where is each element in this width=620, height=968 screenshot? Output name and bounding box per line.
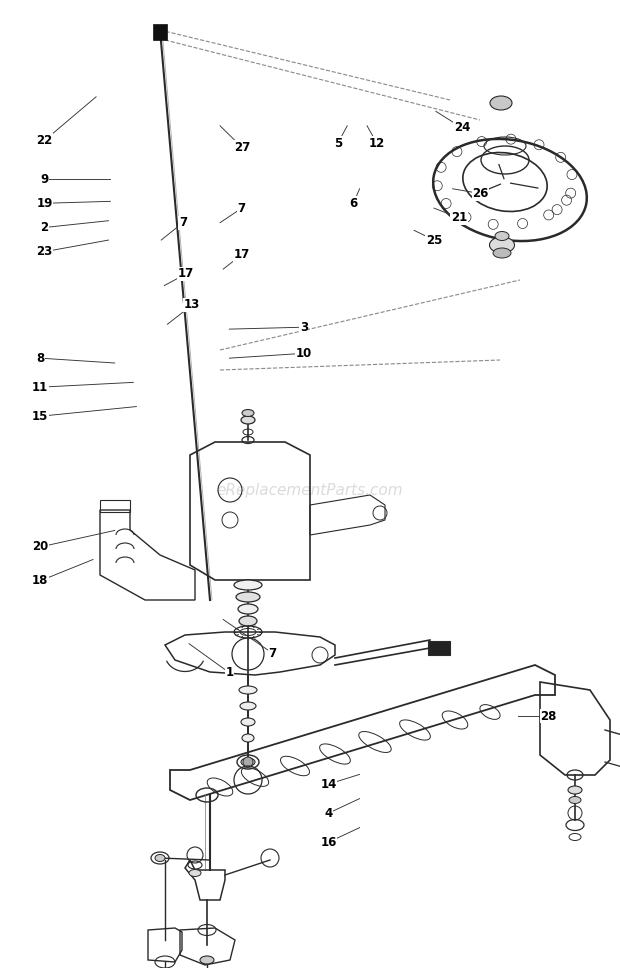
Ellipse shape	[568, 786, 582, 794]
Text: 20: 20	[32, 540, 48, 554]
Text: 2: 2	[40, 221, 49, 234]
Ellipse shape	[242, 409, 254, 416]
Text: 22: 22	[37, 134, 53, 147]
Text: 11: 11	[32, 380, 48, 394]
Ellipse shape	[234, 580, 262, 590]
Ellipse shape	[239, 686, 257, 694]
Text: 18: 18	[32, 574, 48, 588]
Ellipse shape	[495, 231, 509, 240]
Ellipse shape	[241, 718, 255, 726]
Text: 10: 10	[296, 347, 312, 360]
Text: 27: 27	[234, 140, 250, 154]
Ellipse shape	[240, 702, 256, 710]
Text: 7: 7	[237, 201, 246, 215]
Ellipse shape	[239, 616, 257, 626]
Text: 17: 17	[178, 267, 194, 281]
Text: 25: 25	[426, 233, 442, 247]
Text: 9: 9	[40, 172, 49, 186]
Text: 8: 8	[36, 351, 45, 365]
Text: 24: 24	[454, 121, 470, 135]
Ellipse shape	[155, 855, 165, 862]
Circle shape	[243, 757, 253, 767]
Ellipse shape	[490, 237, 515, 253]
Ellipse shape	[241, 416, 255, 424]
Text: 5: 5	[334, 136, 342, 150]
Text: 21: 21	[451, 211, 467, 225]
Ellipse shape	[241, 758, 255, 766]
Ellipse shape	[200, 956, 214, 964]
Text: 14: 14	[321, 777, 337, 791]
Text: 12: 12	[369, 136, 385, 150]
Text: 23: 23	[37, 245, 53, 258]
Text: 6: 6	[349, 197, 358, 210]
Text: 4: 4	[324, 806, 333, 820]
Ellipse shape	[238, 604, 258, 614]
Text: 7: 7	[179, 216, 187, 229]
Bar	[153, 24, 167, 40]
Text: 13: 13	[184, 298, 200, 312]
Bar	[428, 641, 450, 655]
Text: 1: 1	[225, 666, 234, 680]
Ellipse shape	[242, 734, 254, 742]
Text: 7: 7	[268, 647, 277, 660]
Ellipse shape	[189, 869, 201, 876]
Text: 16: 16	[321, 835, 337, 849]
Ellipse shape	[236, 592, 260, 602]
Text: 15: 15	[32, 409, 48, 423]
Ellipse shape	[569, 797, 581, 803]
Text: eReplacementParts.com: eReplacementParts.com	[216, 482, 404, 498]
Text: 26: 26	[472, 187, 489, 200]
Text: 3: 3	[299, 320, 308, 334]
Ellipse shape	[490, 96, 512, 110]
Text: 19: 19	[37, 197, 53, 210]
Ellipse shape	[493, 248, 511, 258]
Text: 17: 17	[234, 248, 250, 261]
Text: 28: 28	[541, 710, 557, 723]
